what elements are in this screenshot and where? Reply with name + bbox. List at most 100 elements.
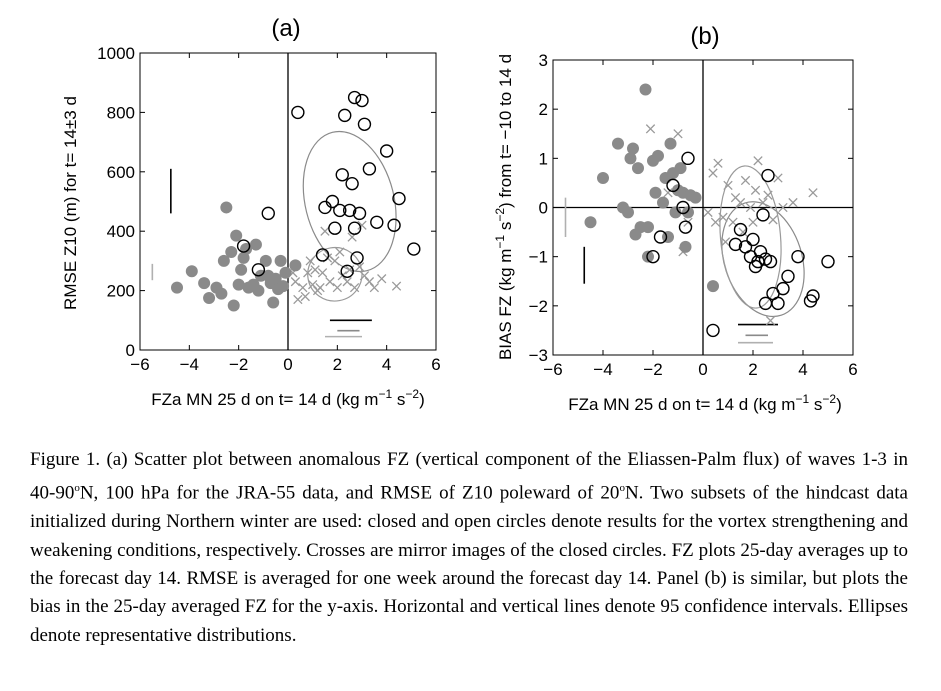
closed-circle-point (198, 277, 211, 290)
panel-a-label: (a) (271, 15, 300, 42)
cross-point (763, 190, 773, 200)
cross-point (364, 277, 375, 287)
open-circle-point (776, 281, 790, 296)
closed-circle-point (269, 272, 282, 285)
open-circle-point (345, 176, 359, 191)
cross-point (305, 256, 315, 266)
open-circle-point (325, 194, 340, 209)
open-circle-point (350, 251, 364, 265)
closed-circle-point (279, 266, 292, 279)
open-circle-point (763, 254, 778, 269)
y-tick-label: 3 (539, 51, 548, 70)
y-tick-label: 0 (126, 341, 135, 360)
closed-circle-point (652, 149, 664, 162)
open-circle-point (653, 230, 668, 244)
y-tick-label: −1 (529, 248, 548, 267)
open-circle-point (753, 245, 768, 259)
open-circle-point (236, 239, 251, 253)
cross-point (310, 265, 320, 275)
x-tick-label: 0 (698, 360, 707, 379)
cross-point (349, 282, 360, 293)
x-tick-label: −2 (643, 360, 662, 379)
cross-point (298, 282, 308, 293)
closed-circle-point (203, 292, 216, 305)
closed-circle-point (274, 254, 287, 267)
closed-circle-point (215, 287, 228, 300)
closed-circle-point (171, 281, 183, 294)
x-tick-label: 2 (748, 360, 757, 379)
open-circle-point (676, 200, 690, 215)
open-circle-point (728, 237, 743, 252)
open-circle-point (806, 289, 820, 303)
closed-circle-point (259, 254, 272, 267)
open-circle-point (318, 200, 332, 215)
x-tick-label: 6 (848, 360, 857, 379)
open-circle-point (362, 162, 377, 176)
closed-circle-point (689, 191, 702, 204)
cross-point (300, 291, 310, 302)
x-tick-label: 6 (431, 355, 440, 374)
open-circle-point (681, 151, 695, 166)
closed-circle-point (642, 250, 654, 263)
cross-point (320, 226, 330, 236)
closed-circle-point (669, 206, 682, 219)
closed-circle-point (227, 299, 240, 312)
closed-circle-point (612, 137, 624, 150)
cross-point (745, 202, 756, 213)
closed-circle-point (584, 216, 597, 229)
x-tick-label: −6 (543, 360, 562, 379)
cross-point (778, 202, 788, 213)
x-tick-label: 0 (283, 355, 292, 374)
closed-circle-point (682, 206, 694, 219)
closed-circle-point (674, 162, 687, 175)
closed-circle-point (649, 186, 662, 199)
x-tick-label: 4 (382, 355, 391, 374)
closed-circle-point (232, 278, 245, 291)
open-circle-point (347, 221, 362, 235)
y-tick-label: 800 (107, 103, 135, 122)
open-circle-point (335, 168, 349, 182)
cross-point (788, 197, 798, 208)
panel-a-y-axis-label: RMSE Z10 (m) for t= 14±3 d (61, 96, 80, 310)
open-circle-point (678, 220, 693, 234)
y-tick-label: −3 (529, 346, 548, 365)
open-circle-point (370, 215, 384, 229)
cross-point (663, 188, 673, 198)
y-tick-label: 0 (539, 199, 548, 218)
cross-point (335, 247, 345, 257)
cross-point (315, 282, 325, 293)
x-tick-label: 2 (333, 355, 342, 374)
closed-circle-point (639, 83, 652, 96)
open-circle-point (746, 232, 760, 247)
open-circle-point (407, 242, 421, 256)
open-circle-point (355, 93, 369, 108)
panel-a-ticks: −6 −4 −2 0 2 4 6 0 200 400 600 800 1000 (97, 44, 441, 374)
y-tick-label: 600 (107, 163, 135, 182)
closed-circle-point (597, 172, 609, 184)
closed-circle-point (627, 142, 639, 155)
open-circle-point (315, 248, 330, 262)
panel-b-label: (b) (690, 23, 719, 50)
cross-point (773, 173, 783, 183)
open-circle-point (646, 249, 660, 264)
open-circle-point (821, 254, 835, 269)
y-tick-label: −2 (529, 297, 548, 316)
cross-point (718, 212, 728, 222)
cross-point (740, 175, 751, 186)
open-circle-point (758, 296, 773, 311)
cross-point (753, 156, 763, 166)
cross-point (703, 207, 713, 218)
cross-point (330, 256, 340, 266)
x-tick-label: 4 (798, 360, 807, 379)
open-circle-point (291, 105, 305, 120)
cross-point (377, 274, 387, 284)
closed-circle-point (277, 280, 290, 293)
open-circle-point (392, 191, 406, 206)
panel-a-marks (151, 53, 421, 350)
y-tick-label: 1000 (97, 44, 135, 63)
panel-a-x-axis-label: FZa MN 25 d on t= 14 d (kg m−1 s−2) (151, 387, 425, 409)
y-tick-label: 1 (539, 149, 548, 168)
caption-degree-2: o (619, 482, 625, 495)
cross-point (359, 271, 370, 281)
open-circle-point (261, 206, 275, 221)
